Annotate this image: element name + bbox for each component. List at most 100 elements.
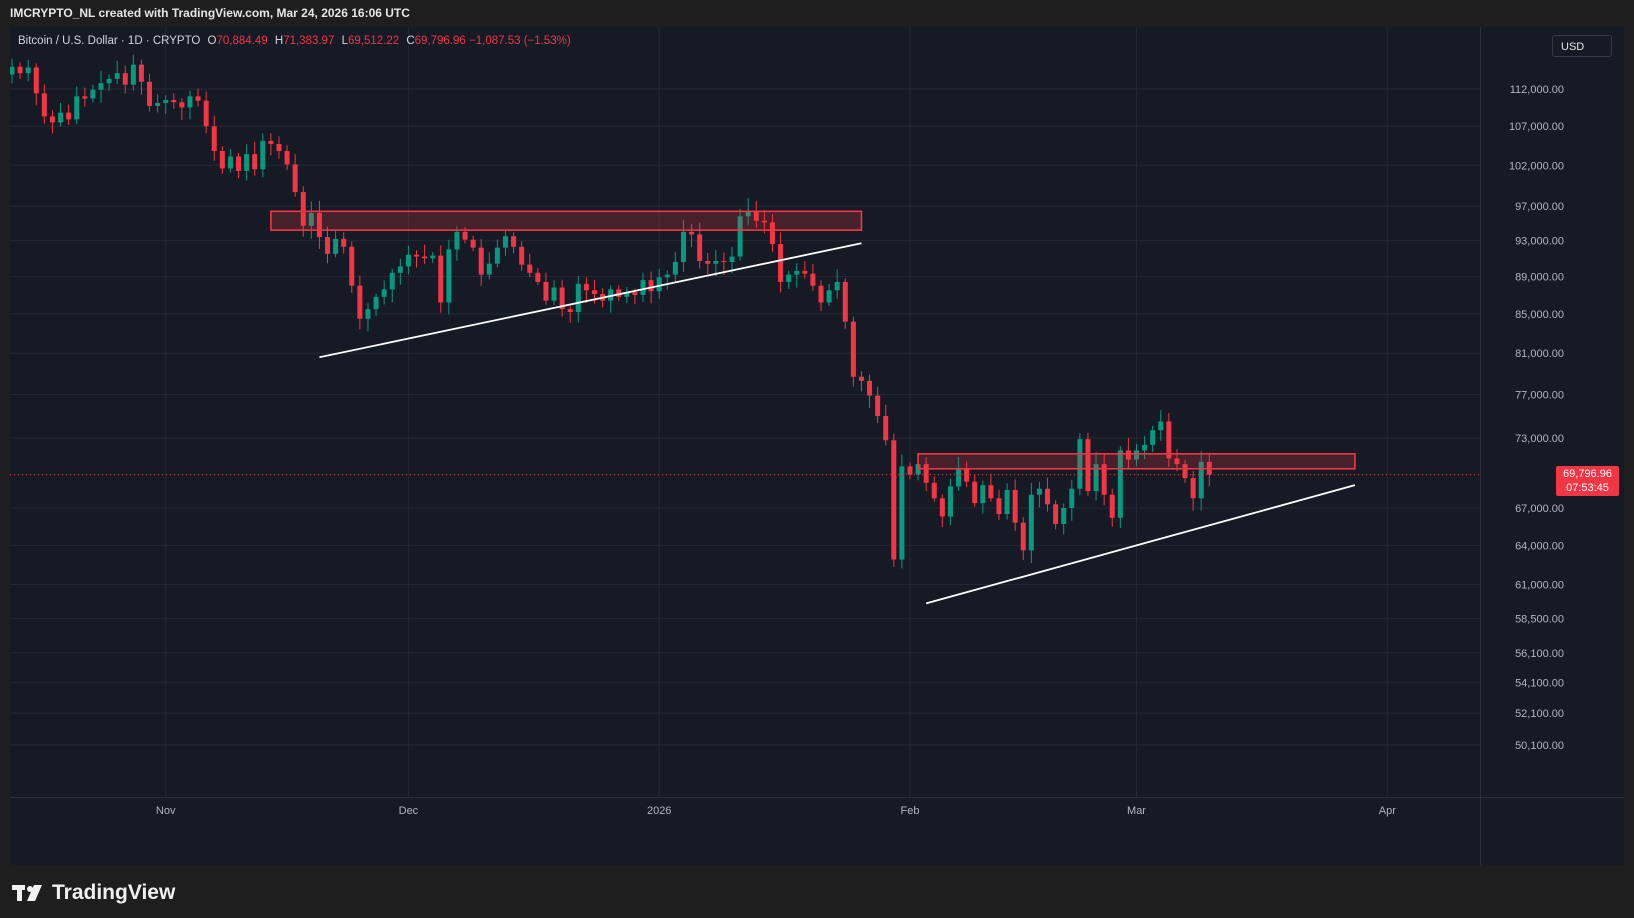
candle-body[interactable] — [947, 486, 953, 517]
candlestick-chart[interactable]: 112,000.00 107,000.00 102,000.00 97,000.00 9… — [10, 27, 1624, 865]
candle-body[interactable] — [591, 290, 597, 295]
candle-body[interactable] — [802, 270, 808, 274]
candle-body[interactable] — [988, 485, 994, 499]
candle-body[interactable] — [842, 281, 848, 322]
candle-body[interactable] — [211, 126, 217, 151]
candle-body[interactable] — [583, 283, 589, 291]
candle-body[interactable] — [397, 266, 403, 273]
candle-body[interactable] — [1198, 461, 1204, 499]
candle-body[interactable] — [373, 296, 379, 310]
candle-body[interactable] — [1045, 488, 1051, 505]
candle-body[interactable] — [608, 289, 614, 301]
candle-body[interactable] — [260, 140, 266, 170]
candle-body[interactable] — [1053, 504, 1059, 524]
candle-body[interactable] — [956, 468, 962, 487]
tradingview-logo[interactable]: TradingView — [12, 878, 175, 908]
candle-body[interactable] — [794, 270, 800, 275]
candle-body[interactable] — [1085, 439, 1091, 492]
candle-body[interactable] — [640, 280, 646, 295]
candle-body[interactable] — [616, 289, 622, 297]
candle-body[interactable] — [769, 222, 775, 245]
candle-body[interactable] — [1109, 494, 1115, 518]
candle-body[interactable] — [227, 156, 233, 169]
candle-body[interactable] — [98, 83, 104, 90]
candle-body[interactable] — [414, 254, 419, 257]
candle-body[interactable] — [567, 309, 573, 313]
candle-body[interactable] — [689, 231, 695, 235]
candle-body[interactable] — [543, 281, 549, 301]
candle-body[interactable] — [632, 292, 638, 295]
candle-body[interactable] — [106, 78, 112, 84]
candle-body[interactable] — [818, 285, 824, 303]
candle-body[interactable] — [252, 154, 258, 170]
candle-body[interactable] — [470, 239, 476, 248]
candle-body[interactable] — [462, 231, 468, 240]
candle-body[interactable] — [357, 285, 363, 319]
candle-body[interactable] — [163, 99, 169, 103]
support-trendline-2[interactable] — [925, 484, 1356, 605]
candle-body[interactable] — [624, 292, 630, 297]
candle-body[interactable] — [90, 89, 96, 99]
candle-body[interactable] — [114, 73, 120, 79]
candle-body[interactable] — [130, 64, 136, 85]
candle-body[interactable] — [430, 255, 436, 259]
candle-body[interactable] — [1125, 450, 1131, 460]
candle-body[interactable] — [349, 246, 355, 286]
candle-body[interactable] — [745, 210, 751, 217]
candle-body[interactable] — [187, 96, 193, 108]
candle-body[interactable] — [41, 93, 47, 117]
candle-body[interactable] — [171, 99, 177, 103]
candle-body[interactable] — [1182, 464, 1188, 479]
candle-body[interactable] — [486, 263, 492, 275]
candle-body[interactable] — [923, 464, 929, 483]
resistance-zone-2[interactable] — [917, 453, 1356, 470]
candle-body[interactable] — [389, 272, 395, 290]
support-trendline-1[interactable] — [319, 242, 862, 359]
candle-body[interactable] — [1036, 488, 1042, 495]
candle-body[interactable] — [236, 156, 242, 171]
candle-body[interactable] — [203, 100, 209, 127]
candle-body[interactable] — [316, 213, 322, 238]
candle-body[interactable] — [680, 231, 686, 262]
candle-body[interactable] — [300, 192, 306, 226]
candle-body[interactable] — [1101, 464, 1107, 495]
candle-body[interactable] — [1117, 450, 1123, 518]
candle-body[interactable] — [519, 246, 525, 265]
candle-body[interactable] — [82, 96, 88, 99]
candle-body[interactable] — [1142, 444, 1148, 451]
candle-body[interactable] — [49, 116, 55, 123]
candle-body[interactable] — [1174, 458, 1180, 465]
candle-body[interactable] — [219, 150, 225, 169]
candle-body[interactable] — [834, 281, 840, 291]
candle-body[interactable] — [907, 466, 913, 475]
candle-body[interactable] — [244, 154, 250, 171]
chart-pane[interactable]: 112,000.00 107,000.00 102,000.00 97,000.00 9… — [10, 27, 1624, 865]
candle-body[interactable] — [58, 112, 64, 123]
candle-body[interactable] — [761, 220, 767, 223]
candle-body[interactable] — [672, 261, 678, 275]
candle-body[interactable] — [454, 231, 460, 250]
candle-body[interactable] — [292, 164, 298, 193]
candle-body[interactable] — [1134, 450, 1140, 460]
candle-body[interactable] — [478, 247, 484, 275]
candle-body[interactable] — [980, 485, 986, 504]
candle-body[interactable] — [1004, 489, 1010, 515]
currency-button[interactable]: USD — [1552, 35, 1612, 57]
candle-body[interactable] — [527, 264, 533, 273]
candle-body[interactable] — [778, 244, 784, 282]
candle-body[interactable] — [931, 482, 937, 499]
candle-body[interactable] — [575, 283, 581, 313]
candle-body[interactable] — [268, 140, 274, 144]
candle-body[interactable] — [899, 466, 905, 560]
candle-body[interactable] — [559, 287, 565, 310]
candle-body[interactable] — [875, 395, 881, 416]
candle-body[interactable] — [972, 481, 978, 504]
candle-body[interactable] — [405, 254, 411, 267]
candle-body[interactable] — [1158, 421, 1164, 431]
candle-body[interactable] — [729, 256, 735, 262]
candle-body[interactable] — [1150, 430, 1156, 445]
candle-body[interactable] — [195, 96, 201, 101]
candle-body[interactable] — [284, 150, 290, 165]
candle-body[interactable] — [308, 213, 314, 226]
candle-body[interactable] — [786, 274, 792, 282]
